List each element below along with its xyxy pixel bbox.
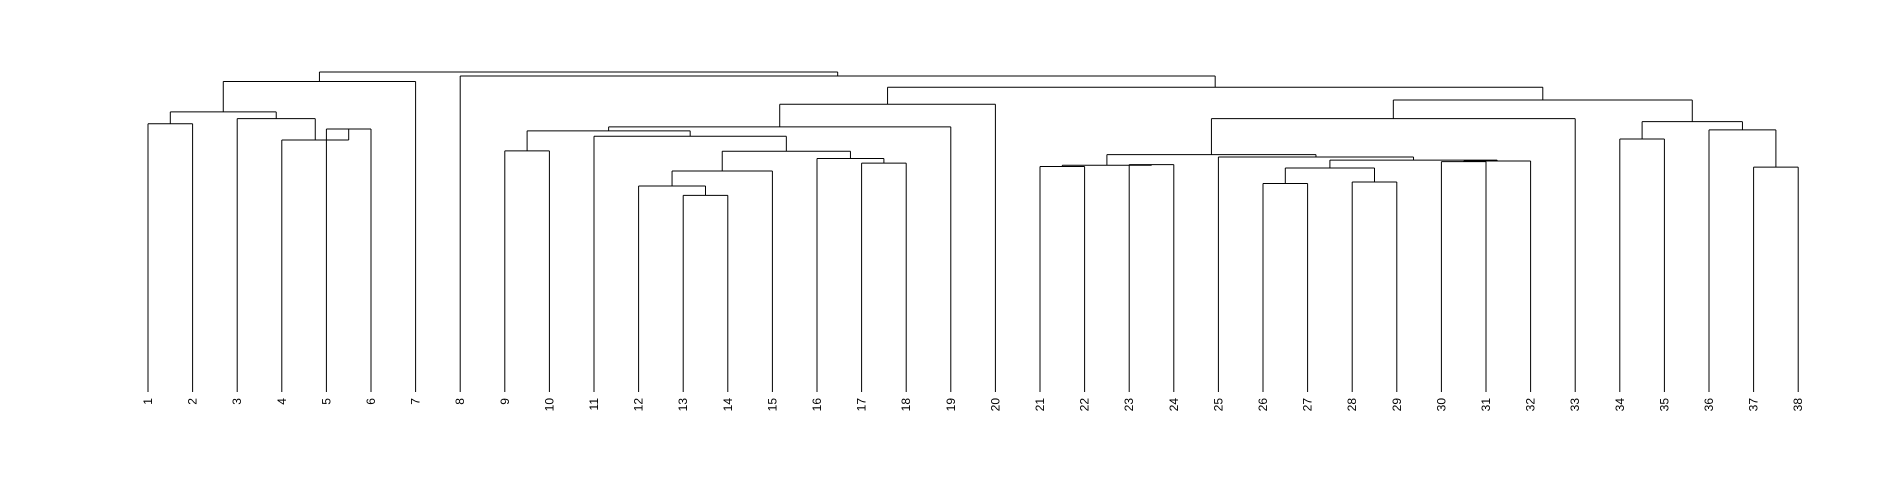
leaf-label-34: 34: [1613, 398, 1627, 412]
leaf-label-23: 23: [1122, 398, 1136, 412]
dendrogram-links: [147, 71, 1799, 392]
leaf-label-14: 14: [721, 398, 735, 412]
leaf-label-15: 15: [765, 398, 779, 412]
leaf-label-8: 8: [453, 398, 467, 405]
leaf-label-17: 17: [855, 398, 869, 412]
leaf-label-11: 11: [587, 398, 601, 411]
leaf-label-29: 29: [1390, 398, 1404, 412]
leaf-label-37: 37: [1747, 398, 1761, 412]
leaf-label-32: 32: [1524, 398, 1538, 412]
leaf-label-19: 19: [944, 398, 958, 412]
leaf-label-6: 6: [364, 398, 378, 405]
leaf-label-38: 38: [1791, 398, 1805, 412]
leaf-label-20: 20: [988, 398, 1002, 412]
leaf-label-26: 26: [1256, 398, 1270, 412]
leaf-label-30: 30: [1434, 398, 1448, 412]
leaf-labels: 1 2 3 4 5 6 7 8 9 10 11 12 13 14 15 16 17 18 19 20 21 22 23 24 2…: [141, 398, 1805, 412]
leaf-label-7: 7: [409, 398, 423, 405]
leaf-label-24: 24: [1167, 398, 1181, 412]
leaf-label-3: 3: [230, 398, 244, 405]
leaf-label-1: 1: [141, 398, 155, 405]
leaf-label-18: 18: [899, 398, 913, 412]
leaf-label-10: 10: [542, 398, 556, 412]
leaf-label-4: 4: [275, 398, 289, 405]
leaf-label-2: 2: [186, 398, 200, 405]
leaf-label-27: 27: [1301, 398, 1315, 412]
leaf-label-21: 21: [1033, 398, 1047, 412]
leaf-label-33: 33: [1568, 398, 1582, 412]
leaf-label-12: 12: [632, 398, 646, 412]
leaf-label-25: 25: [1211, 398, 1225, 412]
leaf-label-13: 13: [676, 398, 690, 412]
leaf-label-31: 31: [1479, 398, 1493, 412]
leaf-label-5: 5: [319, 398, 333, 405]
leaf-label-22: 22: [1078, 398, 1092, 412]
leaf-label-36: 36: [1702, 398, 1716, 412]
leaf-label-16: 16: [810, 398, 824, 412]
leaf-label-28: 28: [1345, 398, 1359, 412]
leaf-label-35: 35: [1657, 398, 1671, 412]
leaf-label-9: 9: [498, 398, 512, 405]
